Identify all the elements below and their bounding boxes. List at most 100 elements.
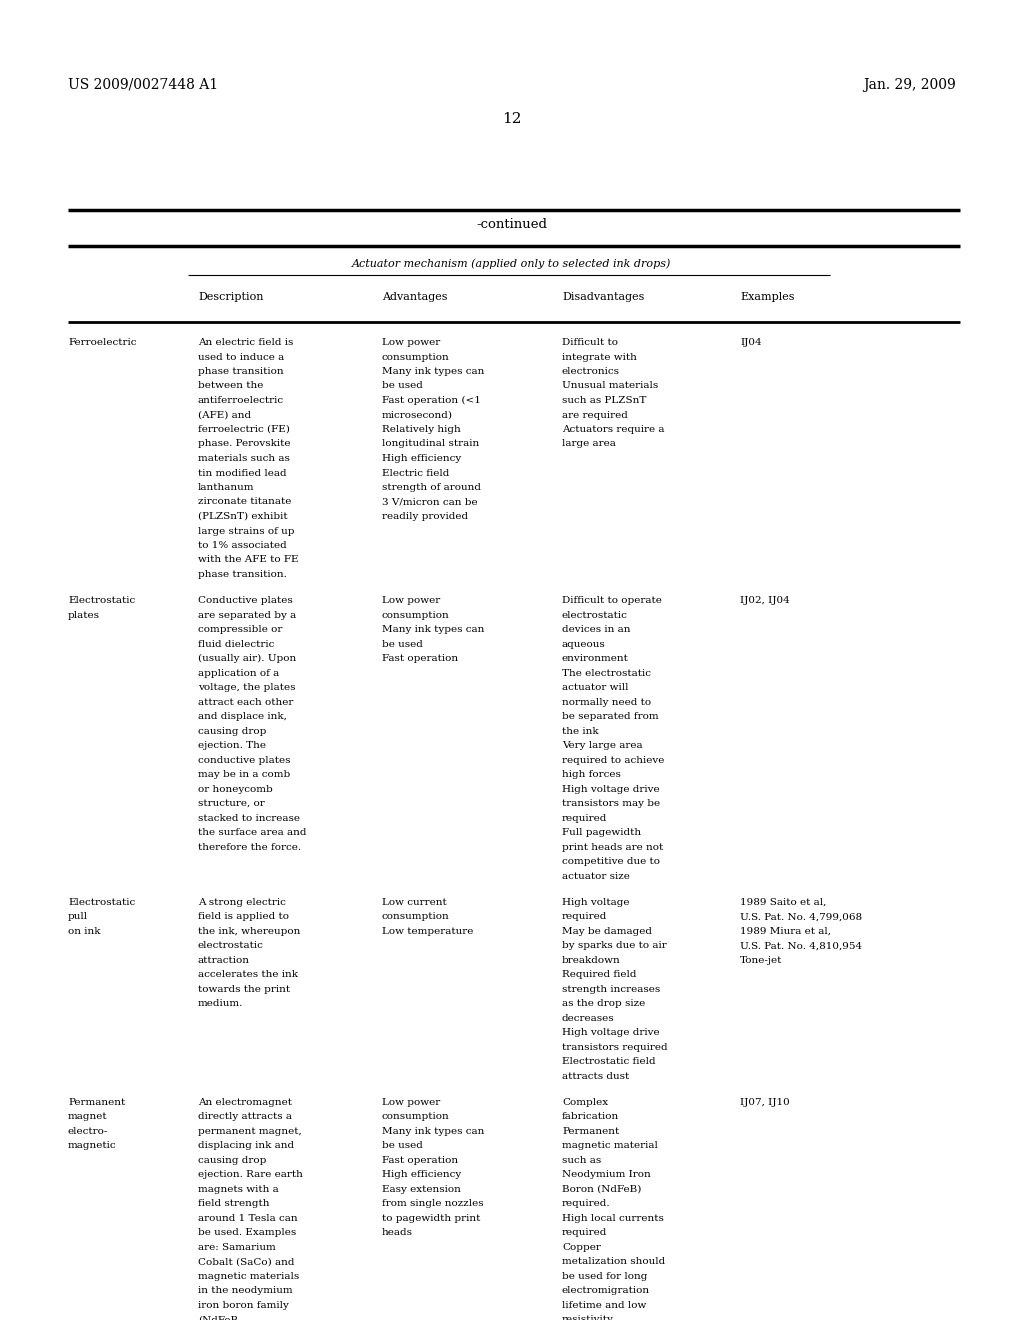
Text: 1989 Saito et al,: 1989 Saito et al,	[740, 898, 826, 907]
Text: required: required	[562, 912, 607, 921]
Text: Boron (NdFeB): Boron (NdFeB)	[562, 1185, 641, 1193]
Text: An electromagnet: An electromagnet	[198, 1098, 292, 1106]
Text: Fast operation: Fast operation	[382, 1156, 458, 1164]
Text: field is applied to: field is applied to	[198, 912, 289, 921]
Text: to 1% associated: to 1% associated	[198, 541, 287, 550]
Text: structure, or: structure, or	[198, 799, 265, 808]
Text: (usually air). Upon: (usually air). Upon	[198, 655, 296, 663]
Text: stacked to increase: stacked to increase	[198, 813, 300, 822]
Text: consumption: consumption	[382, 1113, 450, 1121]
Text: (NdFeB,: (NdFeB,	[198, 1315, 242, 1320]
Text: pull: pull	[68, 912, 88, 921]
Text: electronics: electronics	[562, 367, 620, 376]
Text: 3 V/micron can be: 3 V/micron can be	[382, 498, 477, 507]
Text: or honeycomb: or honeycomb	[198, 784, 272, 793]
Text: fluid dielectric: fluid dielectric	[198, 640, 274, 648]
Text: actuator size: actuator size	[562, 871, 630, 880]
Text: A strong electric: A strong electric	[198, 898, 286, 907]
Text: High voltage drive: High voltage drive	[562, 1028, 659, 1038]
Text: electro-: electro-	[68, 1127, 109, 1135]
Text: required.: required.	[562, 1200, 610, 1208]
Text: Disadvantages: Disadvantages	[562, 292, 644, 302]
Text: competitive due to: competitive due to	[562, 857, 660, 866]
Text: Cobalt (SaCo) and: Cobalt (SaCo) and	[198, 1257, 295, 1266]
Text: used to induce a: used to induce a	[198, 352, 285, 362]
Text: electrostatic: electrostatic	[198, 941, 264, 950]
Text: longitudinal strain: longitudinal strain	[382, 440, 479, 449]
Text: be used: be used	[382, 1142, 423, 1150]
Text: strength increases: strength increases	[562, 985, 660, 994]
Text: fabrication: fabrication	[562, 1113, 620, 1121]
Text: and displace ink,: and displace ink,	[198, 711, 287, 721]
Text: compressible or: compressible or	[198, 626, 283, 634]
Text: are: Samarium: are: Samarium	[198, 1243, 275, 1251]
Text: transistors may be: transistors may be	[562, 799, 660, 808]
Text: High efficiency: High efficiency	[382, 454, 461, 463]
Text: attraction: attraction	[198, 956, 250, 965]
Text: Examples: Examples	[740, 292, 795, 302]
Text: required to achieve: required to achieve	[562, 755, 665, 764]
Text: Low power: Low power	[382, 338, 440, 347]
Text: required: required	[562, 813, 607, 822]
Text: Low temperature: Low temperature	[382, 927, 473, 936]
Text: Jan. 29, 2009: Jan. 29, 2009	[863, 78, 956, 92]
Text: strength of around: strength of around	[382, 483, 481, 492]
Text: Electrostatic: Electrostatic	[68, 898, 135, 907]
Text: Easy extension: Easy extension	[382, 1185, 461, 1193]
Text: Tone-jet: Tone-jet	[740, 956, 782, 965]
Text: consumption: consumption	[382, 912, 450, 921]
Text: be used: be used	[382, 381, 423, 391]
Text: Actuator mechanism (applied only to selected ink drops): Actuator mechanism (applied only to sele…	[352, 257, 672, 268]
Text: Permanent: Permanent	[562, 1127, 620, 1135]
Text: in the neodymium: in the neodymium	[198, 1286, 293, 1295]
Text: field strength: field strength	[198, 1200, 269, 1208]
Text: High voltage drive: High voltage drive	[562, 784, 659, 793]
Text: Many ink types can: Many ink types can	[382, 1127, 484, 1135]
Text: Low power: Low power	[382, 1098, 440, 1106]
Text: electromigration: electromigration	[562, 1286, 650, 1295]
Text: Relatively high: Relatively high	[382, 425, 461, 434]
Text: IJ07, IJ10: IJ07, IJ10	[740, 1098, 790, 1106]
Text: breakdown: breakdown	[562, 956, 621, 965]
Text: Complex: Complex	[562, 1098, 608, 1106]
Text: heads: heads	[382, 1229, 413, 1237]
Text: aqueous: aqueous	[562, 640, 606, 648]
Text: zirconate titanate: zirconate titanate	[198, 498, 292, 507]
Text: the ink, whereupon: the ink, whereupon	[198, 927, 300, 936]
Text: ejection. Rare earth: ejection. Rare earth	[198, 1171, 303, 1179]
Text: voltage, the plates: voltage, the plates	[198, 684, 296, 692]
Text: on ink: on ink	[68, 927, 100, 936]
Text: the surface area and: the surface area and	[198, 828, 306, 837]
Text: by sparks due to air: by sparks due to air	[562, 941, 667, 950]
Text: High local currents: High local currents	[562, 1214, 664, 1222]
Text: The electrostatic: The electrostatic	[562, 669, 651, 677]
Text: such as: such as	[562, 1156, 601, 1164]
Text: transistors required: transistors required	[562, 1043, 668, 1052]
Text: IJ02, IJ04: IJ02, IJ04	[740, 597, 790, 605]
Text: Low current: Low current	[382, 898, 446, 907]
Text: IJ04: IJ04	[740, 338, 762, 347]
Text: magnetic materials: magnetic materials	[198, 1271, 299, 1280]
Text: magnetic material: magnetic material	[562, 1142, 657, 1150]
Text: therefore the force.: therefore the force.	[198, 842, 301, 851]
Text: be separated from: be separated from	[562, 711, 658, 721]
Text: Required field: Required field	[562, 970, 637, 979]
Text: permanent magnet,: permanent magnet,	[198, 1127, 302, 1135]
Text: Many ink types can: Many ink types can	[382, 367, 484, 376]
Text: U.S. Pat. No. 4,810,954: U.S. Pat. No. 4,810,954	[740, 941, 862, 950]
Text: Many ink types can: Many ink types can	[382, 626, 484, 634]
Text: be used: be used	[382, 640, 423, 648]
Text: Neodymium Iron: Neodymium Iron	[562, 1171, 650, 1179]
Text: consumption: consumption	[382, 611, 450, 619]
Text: Ferroelectric: Ferroelectric	[68, 338, 136, 347]
Text: Difficult to operate: Difficult to operate	[562, 597, 662, 605]
Text: high forces: high forces	[562, 770, 621, 779]
Text: An electric field is: An electric field is	[198, 338, 293, 347]
Text: from single nozzles: from single nozzles	[382, 1200, 483, 1208]
Text: -continued: -continued	[476, 218, 548, 231]
Text: towards the print: towards the print	[198, 985, 290, 994]
Text: magnet: magnet	[68, 1113, 108, 1121]
Text: are required: are required	[562, 411, 628, 420]
Text: actuator will: actuator will	[562, 684, 629, 692]
Text: such as PLZSnT: such as PLZSnT	[562, 396, 646, 405]
